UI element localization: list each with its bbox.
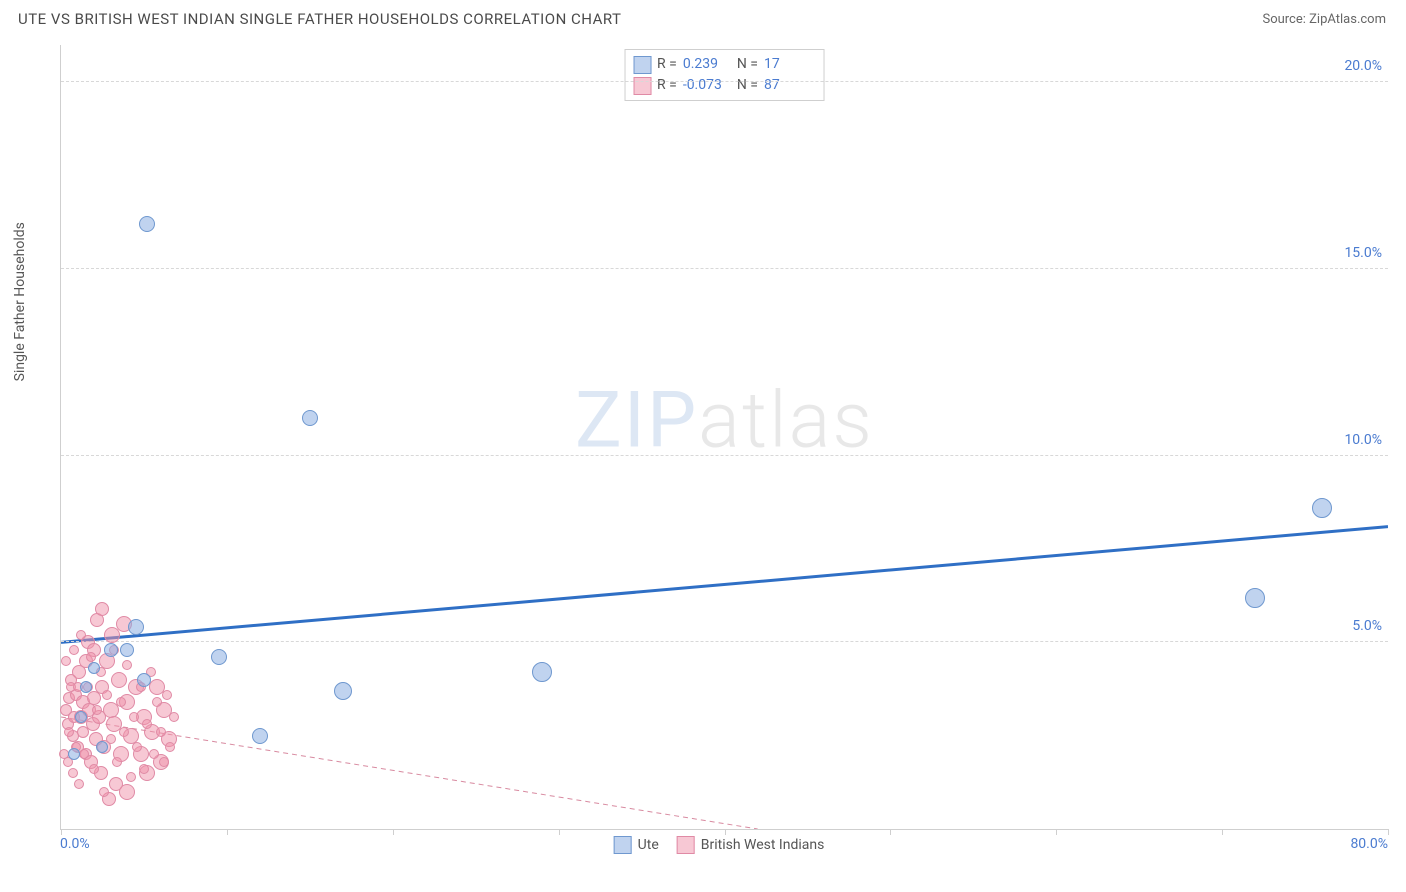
chart-title: UTE VS BRITISH WEST INDIAN SINGLE FATHER…	[18, 10, 622, 28]
source-label: Source: ZipAtlas.com	[1262, 12, 1386, 27]
plot-region: ZIPatlas R = 0.239 N = 17 R = -0.073 N =…	[60, 45, 1388, 830]
watermark-part1: ZIP	[575, 376, 698, 467]
data-point-ute	[128, 619, 144, 635]
data-point-bwi	[68, 768, 78, 778]
legend-stats-row-bwi: R = -0.073 N = 87	[633, 75, 812, 96]
gridline	[61, 641, 1388, 642]
data-point-ute	[68, 748, 80, 760]
data-point-bwi	[152, 697, 162, 707]
data-point-bwi	[169, 712, 179, 722]
watermark-part2: atlas	[698, 376, 874, 467]
watermark: ZIPatlas	[575, 376, 874, 467]
data-point-ute	[532, 662, 552, 682]
x-tick	[725, 829, 726, 835]
data-point-ute	[252, 728, 268, 744]
data-point-ute	[120, 643, 134, 657]
data-point-bwi	[139, 764, 149, 774]
data-point-bwi	[112, 757, 122, 767]
legend-r-label: R =	[657, 75, 677, 96]
chart-area: Single Father Households ZIPatlas R = 0.…	[50, 45, 1388, 860]
data-point-bwi	[111, 672, 127, 688]
legend-r-value-bwi: -0.073	[683, 75, 731, 96]
legend-label-ute: Ute	[638, 837, 659, 853]
data-point-bwi	[95, 602, 109, 616]
legend-n-label: N =	[737, 54, 758, 75]
x-tick	[1388, 829, 1389, 835]
gridline	[61, 268, 1388, 269]
data-point-bwi	[149, 749, 159, 759]
swatch-blue-icon	[633, 56, 651, 74]
data-point-bwi	[142, 719, 152, 729]
swatch-blue-icon	[614, 836, 632, 854]
data-point-bwi	[116, 697, 126, 707]
trend-line	[61, 527, 1388, 643]
legend-label-bwi: British West Indians	[701, 837, 825, 853]
data-point-ute	[1245, 588, 1265, 608]
legend-stats-row-ute: R = 0.239 N = 17	[633, 54, 812, 75]
data-point-ute	[334, 682, 352, 700]
chart-header: UTE VS BRITISH WEST INDIAN SINGLE FATHER…	[0, 0, 1406, 36]
y-tick-label: 20.0%	[1344, 58, 1382, 74]
data-point-bwi	[129, 712, 139, 722]
data-point-bwi	[132, 742, 142, 752]
data-point-ute	[211, 649, 227, 665]
x-tick	[1056, 829, 1057, 835]
data-point-bwi	[99, 787, 109, 797]
legend-n-value-bwi: 87	[764, 75, 812, 96]
data-point-ute	[104, 643, 118, 657]
data-point-bwi	[64, 727, 74, 737]
x-tick	[890, 829, 891, 835]
data-point-bwi	[76, 630, 86, 640]
data-point-ute	[80, 681, 92, 693]
swatch-pink-icon	[677, 836, 695, 854]
data-point-bwi	[156, 727, 166, 737]
legend-n-value-ute: 17	[764, 54, 812, 75]
data-point-ute	[75, 711, 87, 723]
legend-n-label: N =	[737, 75, 758, 96]
legend-item-bwi: British West Indians	[677, 836, 825, 854]
legend-r-label: R =	[657, 54, 677, 75]
gridline	[61, 455, 1388, 456]
data-point-ute	[302, 410, 318, 426]
x-tick	[61, 829, 62, 835]
data-point-bwi	[92, 705, 102, 715]
legend-item-ute: Ute	[614, 836, 659, 854]
legend-series: Ute British West Indians	[614, 836, 825, 854]
data-point-bwi	[159, 757, 169, 767]
data-point-bwi	[119, 784, 135, 800]
trend-lines	[61, 45, 1388, 829]
data-point-bwi	[126, 772, 136, 782]
data-point-bwi	[162, 690, 172, 700]
swatch-pink-icon	[633, 77, 651, 95]
data-point-bwi	[79, 749, 89, 759]
y-tick-label: 5.0%	[1352, 618, 1382, 634]
data-point-ute	[1312, 498, 1332, 518]
data-point-ute	[96, 741, 108, 753]
data-point-bwi	[122, 660, 132, 670]
y-tick-label: 10.0%	[1344, 432, 1382, 448]
x-tick-label: 80.0%	[1350, 836, 1388, 852]
legend-r-value-ute: 0.239	[683, 54, 731, 75]
data-point-ute	[139, 216, 155, 232]
data-point-bwi	[69, 645, 79, 655]
data-point-ute	[137, 673, 151, 687]
y-tick-label: 15.0%	[1344, 245, 1382, 261]
y-axis-label: Single Father Households	[12, 222, 28, 381]
x-tick	[1222, 829, 1223, 835]
gridline	[61, 81, 1388, 82]
data-point-bwi	[165, 742, 175, 752]
data-point-bwi	[74, 779, 84, 789]
data-point-ute	[88, 662, 100, 674]
data-point-bwi	[61, 656, 71, 666]
x-tick-label: 0.0%	[60, 836, 90, 852]
x-tick	[393, 829, 394, 835]
legend-stats-box: R = 0.239 N = 17 R = -0.073 N = 87	[624, 49, 825, 101]
data-point-bwi	[86, 652, 96, 662]
data-point-bwi	[89, 764, 99, 774]
data-point-bwi	[119, 727, 129, 737]
x-tick	[559, 829, 560, 835]
data-point-bwi	[102, 690, 112, 700]
x-tick	[227, 829, 228, 835]
